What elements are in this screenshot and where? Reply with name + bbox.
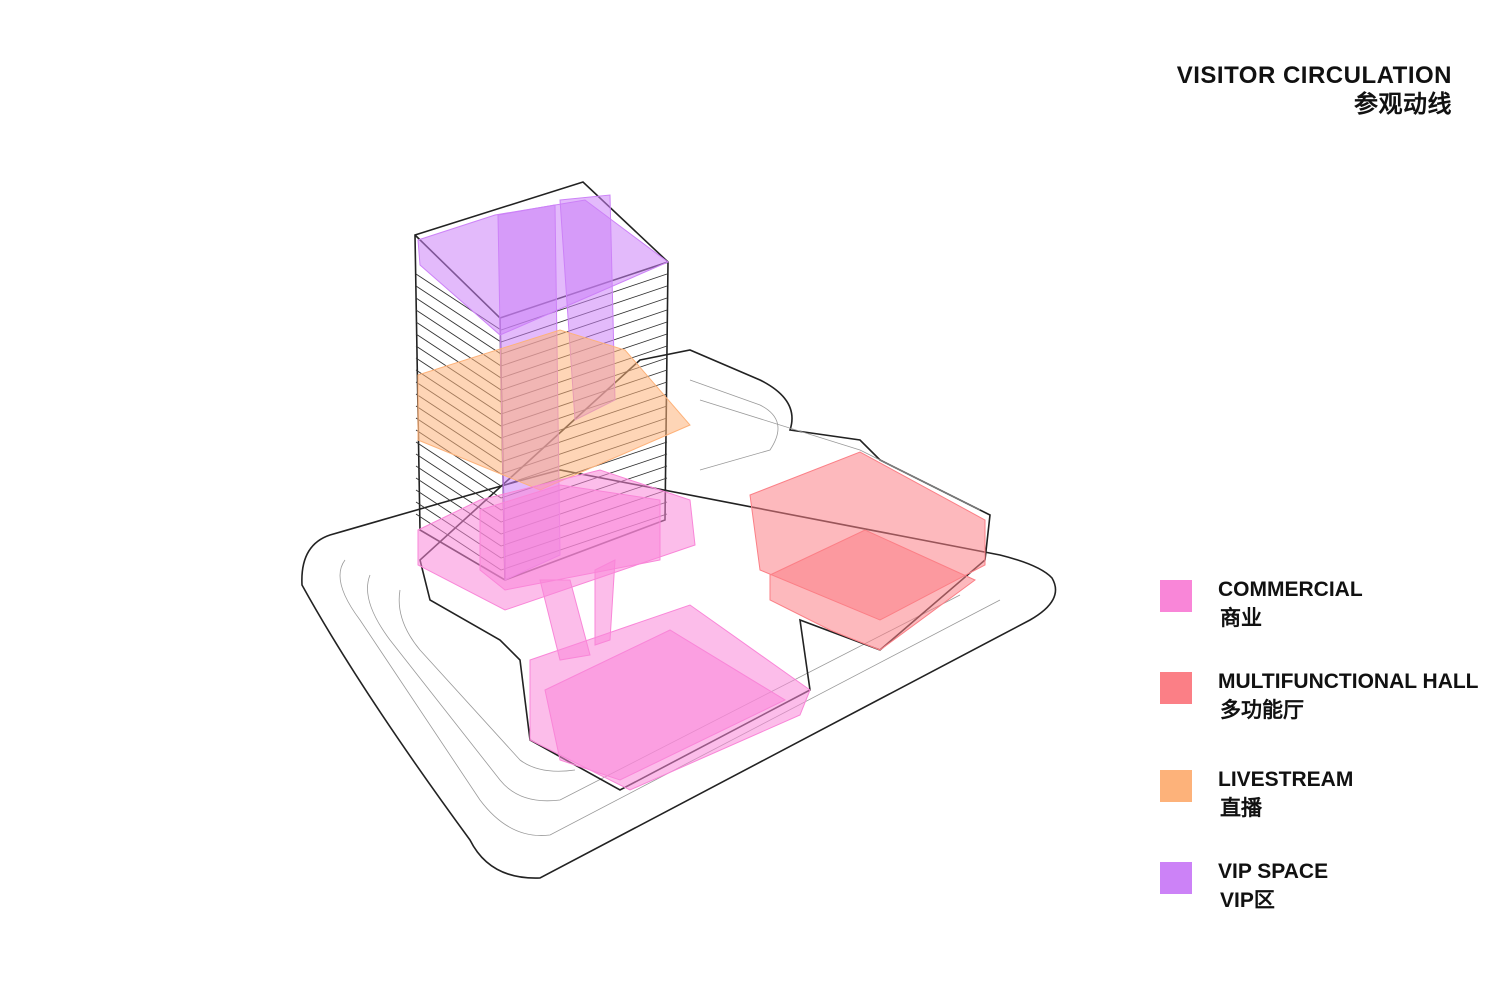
legend-swatch [1160,862,1192,894]
site-contour [339,559,1001,836]
legend-label-zh: VIP区 [1220,889,1275,912]
podium-line [689,379,779,471]
legend-swatch [1160,580,1192,612]
title: VISITOR CIRCULATION [1177,62,1452,89]
commercial-tower-base [479,484,661,591]
legend-label-zh: 商业 [1220,606,1262,630]
legend-label-zh: 多功能厅 [1220,698,1304,722]
site-contour [398,589,576,772]
livestream [417,329,691,491]
legend-label: COMMERCIAL [1218,578,1363,601]
multifunctional-hall [769,529,976,651]
legend-label: LIVESTREAM [1218,768,1353,791]
site-contour [367,574,961,802]
podium-line [699,399,981,511]
legend-label-zh: 直播 [1220,797,1263,820]
podium [419,349,991,791]
commercial-hall [544,629,787,781]
legend-swatch [1160,672,1192,704]
legend: COMMERCIAL 商业 MULTIFUNCTIONAL HALL 多功能厅 LIVE… [1160,578,1479,912]
legend-label: MULTIFUNCTIONAL HALL [1218,670,1479,693]
legend-swatch [1160,770,1192,802]
legend-label: VIP SPACE [1218,860,1328,883]
subtitle: 参观动线 [1354,90,1452,118]
